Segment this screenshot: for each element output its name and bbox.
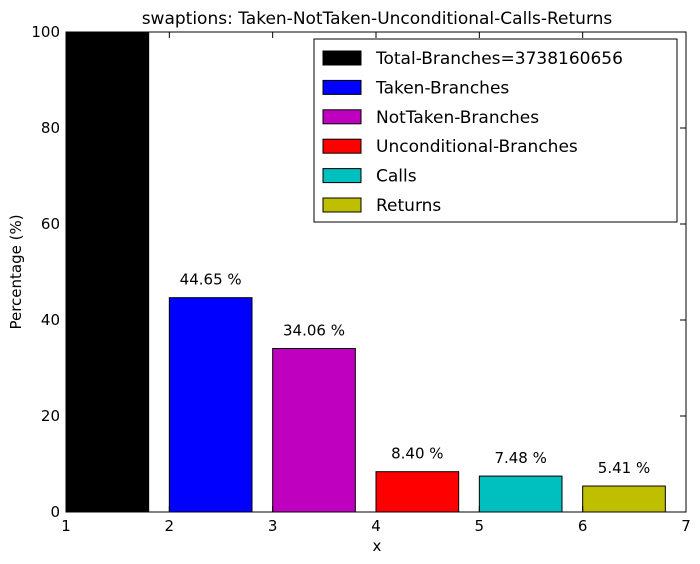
x-tick-label: 2 bbox=[165, 517, 175, 535]
bar-calls bbox=[478, 475, 563, 513]
bar-nottaken-branches bbox=[272, 348, 356, 513]
x-axis-label: x bbox=[373, 537, 382, 555]
y-tick-label: 80 bbox=[41, 119, 60, 137]
legend-swatch bbox=[322, 50, 362, 66]
legend-entry-label: NotTaken-Branches bbox=[376, 108, 539, 128]
legend-entry-label: Unconditional-Branches bbox=[376, 137, 578, 157]
y-tick-label: 40 bbox=[41, 311, 60, 329]
x-tick-label: 1 bbox=[61, 517, 71, 535]
bar-value-label: 8.40 % bbox=[391, 445, 443, 463]
legend-swatch bbox=[322, 138, 362, 154]
legend-box bbox=[313, 38, 678, 223]
bars-group bbox=[65, 31, 666, 513]
x-tick-label: 6 bbox=[578, 517, 588, 535]
bar-value-label: 44.65 % bbox=[180, 271, 242, 289]
legend-entry-label: Total-Branches=3738160656 bbox=[375, 49, 623, 69]
y-tick-label: 0 bbox=[50, 503, 60, 521]
legend-entry-label: Calls bbox=[376, 167, 417, 187]
y-tick-label: 20 bbox=[41, 407, 60, 425]
legend-swatch bbox=[322, 168, 362, 184]
legend-swatch bbox=[322, 197, 362, 213]
x-tick-label: 7 bbox=[681, 517, 691, 535]
bar-unconditional-branches bbox=[375, 471, 460, 513]
bar-taken-branches bbox=[168, 297, 253, 513]
y-tick-label: 100 bbox=[31, 23, 60, 41]
x-tick-label: 3 bbox=[268, 517, 278, 535]
bar-labels-group: 44.65 % 34.06 % 8.40 % 7.48 % 5.41 % bbox=[180, 271, 651, 477]
x-tick-label: 5 bbox=[475, 517, 485, 535]
bar-returns bbox=[582, 485, 666, 513]
chart-title: swaptions: Taken-NotTaken-Unconditional-… bbox=[142, 9, 613, 29]
bar-total-branches bbox=[65, 31, 150, 513]
y-axis-ticks: 0 20 40 60 80 100 bbox=[31, 23, 686, 521]
legend-entry-label: Taken-Branches bbox=[375, 78, 509, 98]
x-axis-ticks: 1 2 3 4 5 6 7 bbox=[61, 32, 691, 535]
bar-value-label: 34.06 % bbox=[283, 322, 345, 340]
bar-value-label: 5.41 % bbox=[598, 459, 650, 477]
y-tick-label: 60 bbox=[41, 215, 60, 233]
legend-entry-label: Returns bbox=[376, 196, 441, 216]
y-axis-label: Percentage (%) bbox=[7, 214, 25, 329]
legend-swatch bbox=[322, 109, 362, 125]
bar-value-label: 7.48 % bbox=[494, 449, 546, 467]
x-tick-label: 4 bbox=[371, 517, 381, 535]
legend: Total-Branches=3738160656 Taken-Branches N… bbox=[313, 38, 678, 223]
legend-swatch bbox=[322, 79, 362, 95]
